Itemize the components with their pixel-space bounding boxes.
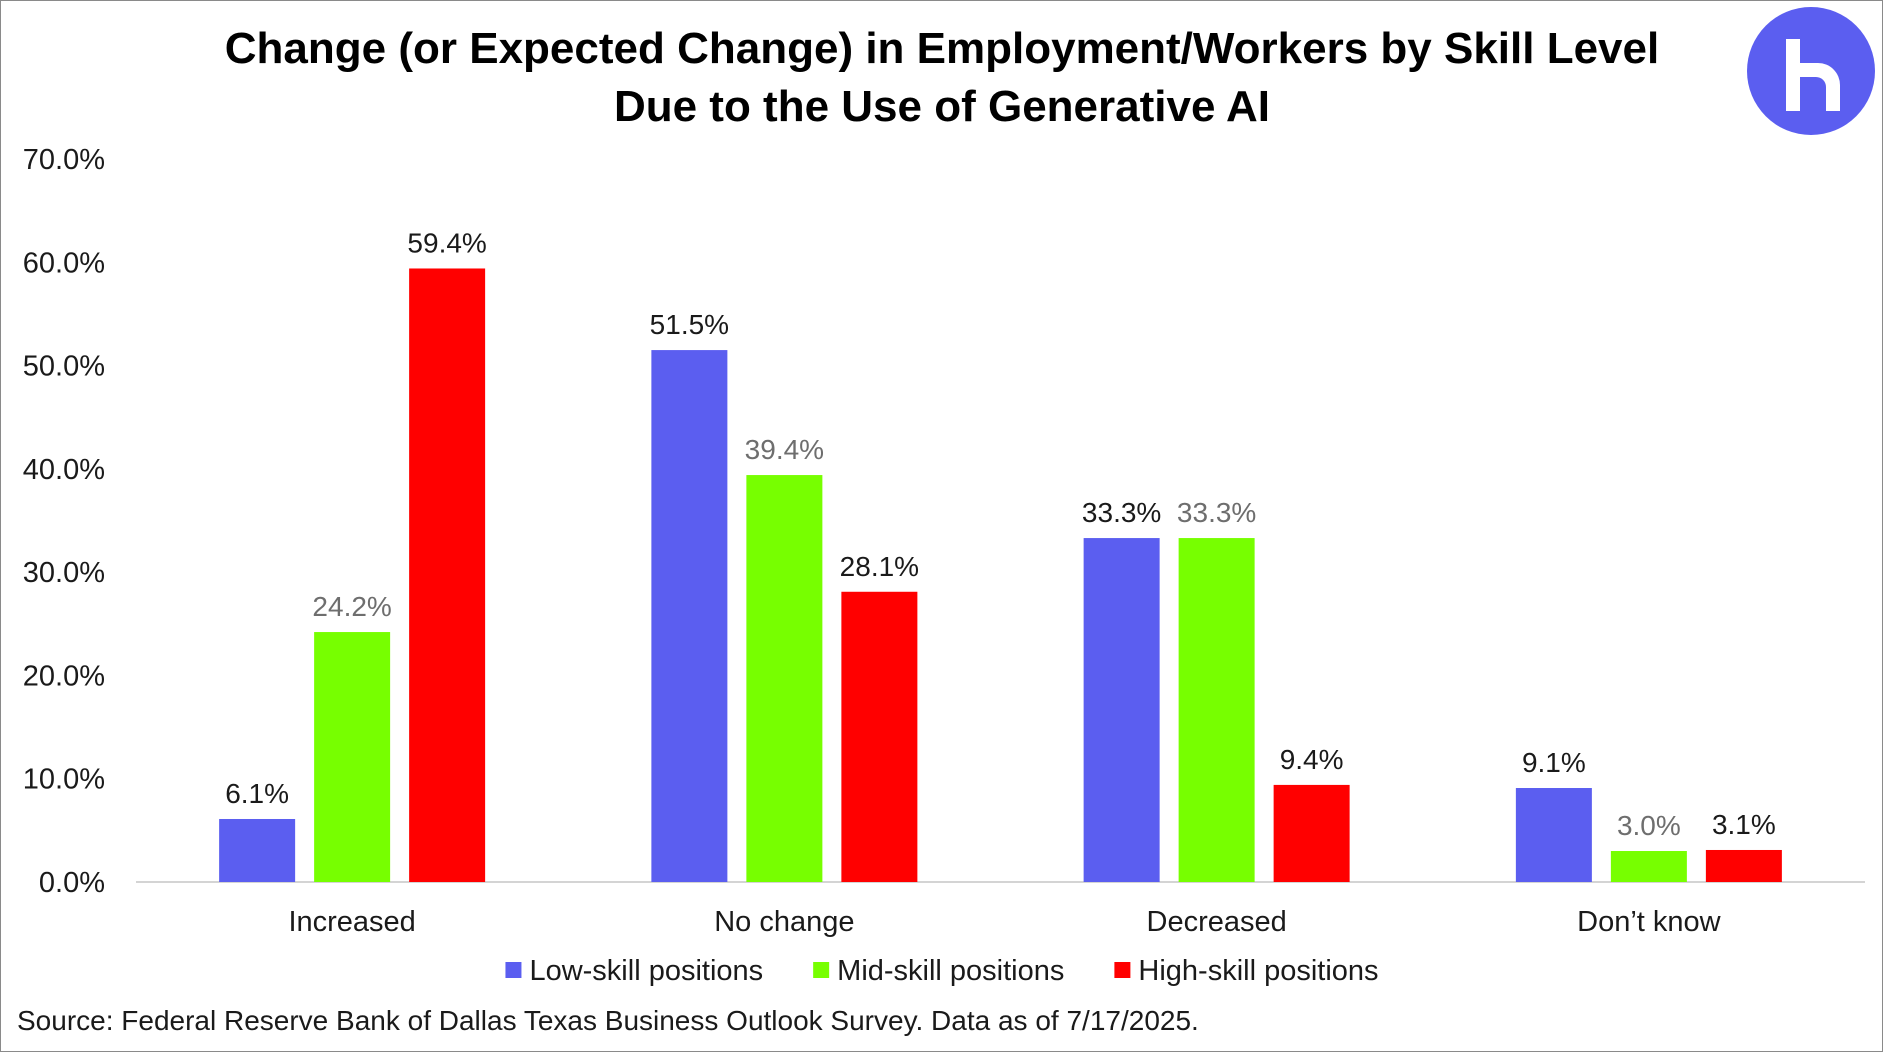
x-category-label: Increased [288, 906, 415, 938]
legend: Low-skill positions Mid-skill positions Hi… [505, 955, 1379, 987]
bar-value-label: 33.3% [1082, 497, 1161, 528]
bar [651, 350, 728, 882]
bar [1178, 538, 1255, 882]
chart-title: Change (or Expected Change) in Employmen… [225, 24, 1659, 131]
bar [409, 268, 486, 882]
logo-r-mark [1786, 39, 1840, 111]
legend-label: Low-skill positions [529, 955, 763, 987]
bar [1083, 538, 1160, 882]
bar [1273, 784, 1350, 882]
bar [1515, 788, 1592, 882]
bar [314, 632, 391, 882]
bar-value-label: 9.1% [1522, 747, 1586, 778]
bar-value-label: 39.4% [745, 434, 824, 465]
data-labels: 6.1% 24.2% 59.4% 51.5% 39.4% 28.1% 33.3% 33.3% 9… [225, 227, 1776, 841]
y-axis-ticks: 0.0% 10.0% 20.0% 30.0% 40.0% 50.0% 60.0% 70.0% [23, 144, 105, 899]
bar-value-label: 28.1% [840, 551, 919, 582]
chart-title-line: Due to the Use of Generative AI [614, 82, 1270, 131]
legend-swatch [813, 962, 830, 978]
bar [1610, 851, 1687, 882]
source-note: Source: Federal Reserve Bank of Dallas T… [17, 1005, 1199, 1036]
bar-value-label: 9.4% [1280, 744, 1344, 775]
legend-swatch [505, 962, 522, 978]
bar-value-label: 6.1% [225, 778, 289, 809]
bar [219, 818, 296, 882]
y-tick-label: 0.0% [39, 867, 105, 899]
category-labels: Increased No change Decreased Don’t know [288, 906, 1721, 938]
bars [219, 268, 1782, 882]
legend-label: Mid-skill positions [837, 955, 1064, 987]
legend-swatch [1114, 962, 1131, 978]
bar-value-label: 51.5% [650, 309, 729, 340]
bar-value-label: 59.4% [407, 227, 486, 258]
bar-value-label: 3.1% [1712, 809, 1776, 840]
y-tick-label: 60.0% [23, 247, 105, 279]
x-category-label: Decreased [1147, 906, 1287, 938]
y-tick-label: 40.0% [23, 454, 105, 486]
y-tick-label: 20.0% [23, 660, 105, 692]
y-tick-label: 10.0% [23, 764, 105, 796]
bar-value-label: 33.3% [1177, 497, 1256, 528]
chart-title-line: Change (or Expected Change) in Employmen… [225, 24, 1659, 73]
bar-value-label: 3.0% [1617, 810, 1681, 841]
y-tick-label: 70.0% [23, 144, 105, 176]
x-category-label: Don’t know [1577, 906, 1722, 938]
legend-label: High-skill positions [1138, 955, 1378, 987]
x-category-label: No change [714, 906, 854, 938]
y-tick-label: 30.0% [23, 557, 105, 589]
bar [1705, 849, 1782, 882]
logo [1747, 7, 1875, 135]
bar [746, 475, 823, 882]
bar-value-label: 24.2% [312, 591, 391, 622]
bar [841, 591, 918, 882]
y-tick-label: 50.0% [23, 351, 105, 383]
